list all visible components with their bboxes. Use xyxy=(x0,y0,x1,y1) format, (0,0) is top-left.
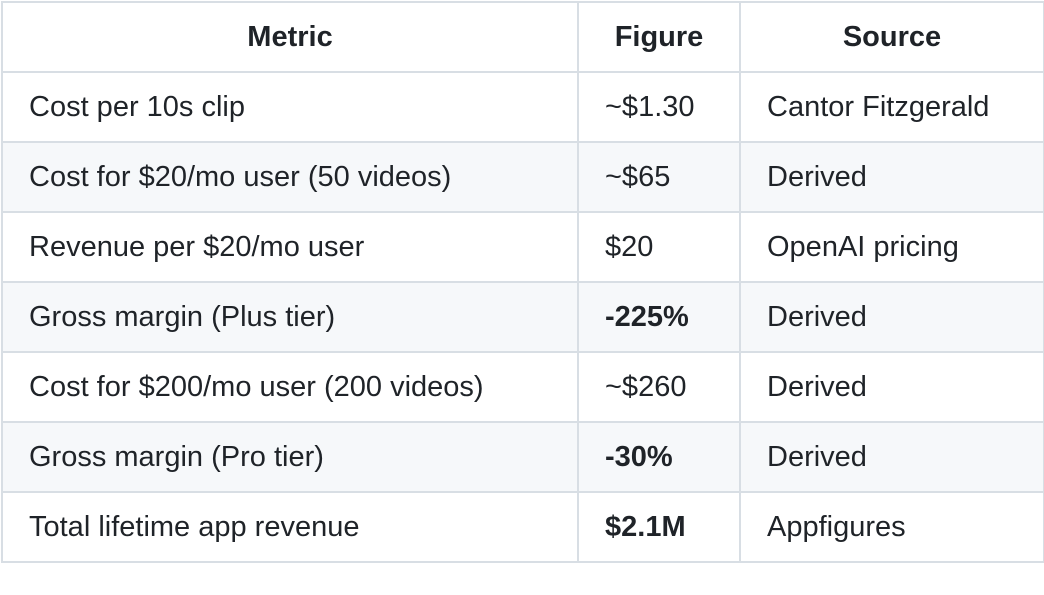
header-metric: Metric xyxy=(1,1,579,73)
source-cell: OpenAI pricing xyxy=(739,211,1044,283)
header-figure: Figure xyxy=(577,1,741,73)
source-cell: Derived xyxy=(739,141,1044,213)
metric-cell: Total lifetime app revenue xyxy=(1,491,579,563)
metric-cell: Cost per 10s clip xyxy=(1,71,579,143)
table-header: Metric Figure Source xyxy=(1,1,1044,73)
source-cell: Derived xyxy=(739,421,1044,493)
source-cell: Derived xyxy=(739,351,1044,423)
header-row: Metric Figure Source xyxy=(1,1,1044,73)
figure-cell: ~$65 xyxy=(577,141,741,213)
figure-cell: -225% xyxy=(577,281,741,353)
metric-cell: Cost for $200/mo user (200 videos) xyxy=(1,351,579,423)
figure-cell: ~$260 xyxy=(577,351,741,423)
source-cell: Appfigures xyxy=(739,491,1044,563)
metric-cell: Revenue per $20/mo user xyxy=(1,211,579,283)
figure-cell: -30% xyxy=(577,421,741,493)
metric-cell: Cost for $20/mo user (50 videos) xyxy=(1,141,579,213)
figure-cell: $2.1M xyxy=(577,491,741,563)
table-body: Cost per 10s clip ~$1.30 Cantor Fitzgera… xyxy=(1,71,1044,563)
source-cell: Cantor Fitzgerald xyxy=(739,71,1044,143)
table-row: Cost for $200/mo user (200 videos) ~$260… xyxy=(1,351,1044,423)
figure-cell: $20 xyxy=(577,211,741,283)
table-row: Total lifetime app revenue $2.1M Appfigu… xyxy=(1,491,1044,563)
table-row: Cost per 10s clip ~$1.30 Cantor Fitzgera… xyxy=(1,71,1044,143)
metric-cell: Gross margin (Plus tier) xyxy=(1,281,579,353)
table-row: Cost for $20/mo user (50 videos) ~$65 De… xyxy=(1,141,1044,213)
figure-cell: ~$1.30 xyxy=(577,71,741,143)
metric-cell: Gross margin (Pro tier) xyxy=(1,421,579,493)
header-source: Source xyxy=(739,1,1044,73)
source-cell: Derived xyxy=(739,281,1044,353)
metrics-table: Metric Figure Source Cost per 10s clip ~… xyxy=(1,1,1044,563)
table-row: Gross margin (Plus tier) -225% Derived xyxy=(1,281,1044,353)
table-row: Revenue per $20/mo user $20 OpenAI prici… xyxy=(1,211,1044,283)
table-row: Gross margin (Pro tier) -30% Derived xyxy=(1,421,1044,493)
